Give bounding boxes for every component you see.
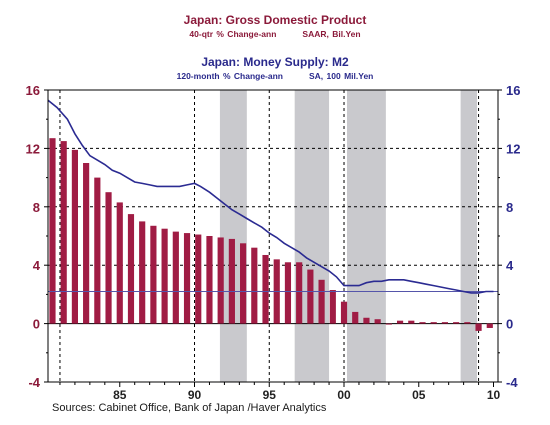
x-tick-label: 05: [412, 388, 426, 402]
gdp-bar: [262, 254, 269, 324]
gdp-bar: [105, 192, 112, 324]
gdp-bar: [172, 231, 179, 324]
gdp-bar: [396, 320, 404, 324]
gdp-bar: [139, 221, 146, 324]
gdp-bar: [329, 290, 336, 324]
gdp-bar: [116, 202, 123, 324]
gdp-bar: [183, 233, 191, 324]
gdp-bar: [49, 138, 56, 324]
gdp-bar: [307, 269, 314, 324]
y-tick-label-left: 4: [33, 258, 41, 273]
recession-band-1: [219, 90, 247, 382]
gdp-bar: [240, 243, 247, 324]
gdp-bar: [195, 234, 202, 324]
recession-band-4: [460, 90, 478, 382]
gdp-bar: [83, 163, 90, 324]
series2-units-right: SA, 100 Mil.Yen: [309, 71, 374, 81]
x-tick-label: 95: [263, 388, 277, 402]
recession-band-2: [294, 90, 330, 382]
gdp-bar: [363, 317, 370, 324]
gdp-bar: [352, 311, 359, 324]
gdp-bar: [228, 238, 235, 324]
series2-units: 120-month % Change-ann SA, 100 Mil.Yen: [0, 71, 550, 81]
gdp-bar: [385, 323, 392, 325]
y-tick-label-left: 0: [33, 317, 40, 332]
recession-band-3: [347, 90, 386, 382]
y-tick-label-right: -4: [506, 375, 518, 390]
series1-units: 40-qtr % Change-ann SAAR, Bil.Yen: [0, 29, 550, 39]
gdp-bar: [441, 322, 449, 324]
gdp-bar: [408, 320, 415, 324]
gdp-bar: [430, 322, 437, 324]
gdp-bar: [475, 323, 482, 331]
gdp-bar: [127, 214, 135, 324]
x-tick-label: 00: [337, 388, 351, 402]
series2-title: Japan: Money Supply: M2: [201, 55, 349, 69]
gdp-bar: [71, 149, 78, 324]
gdp-bar: [486, 323, 493, 328]
gdp-bar: [284, 262, 292, 324]
gdp-bar: [464, 322, 471, 324]
series1-units-left: 40-qtr % Change-ann: [189, 29, 277, 39]
gdp-bar: [318, 279, 325, 324]
y-tick-label-right: 16: [506, 83, 520, 98]
gdp-bar: [374, 319, 381, 324]
gdp-bar: [161, 228, 168, 324]
y-tick-label-left: 8: [33, 200, 40, 215]
y-tick-label-right: 8: [506, 200, 513, 215]
gdp-bar: [150, 225, 157, 324]
y-tick-label-left: 12: [26, 141, 40, 156]
series1-units-right: SAAR, Bil.Yen: [302, 29, 361, 39]
y-tick-label-right: 12: [506, 141, 520, 156]
y-tick-label-right: 4: [506, 258, 514, 273]
gdp-bar: [340, 301, 348, 324]
x-tick-label: 85: [113, 388, 127, 402]
gdp-bar: [206, 236, 213, 324]
gdp-bar: [94, 177, 101, 324]
y-tick-label-right: 0: [506, 317, 513, 332]
y-tick-label-left: 16: [26, 83, 40, 98]
y-tick-label-left: -4: [28, 375, 40, 390]
gdp-bar: [296, 262, 303, 324]
series1-title: Japan: Gross Domestic Product: [183, 13, 367, 27]
gdp-bar: [217, 237, 224, 324]
series2-units-left: 120-month % Change-ann: [176, 71, 283, 81]
m2-line: [47, 99, 494, 294]
gdp-bar: [419, 322, 426, 324]
source-note: Sources: Cabinet Office, Bank of Japan /…: [52, 402, 327, 414]
x-tick-label: 10: [487, 388, 501, 402]
gdp-bar: [251, 247, 258, 324]
gdp-bar: [60, 141, 67, 324]
gdp-bar: [453, 322, 460, 324]
x-tick-label: 90: [188, 388, 202, 402]
